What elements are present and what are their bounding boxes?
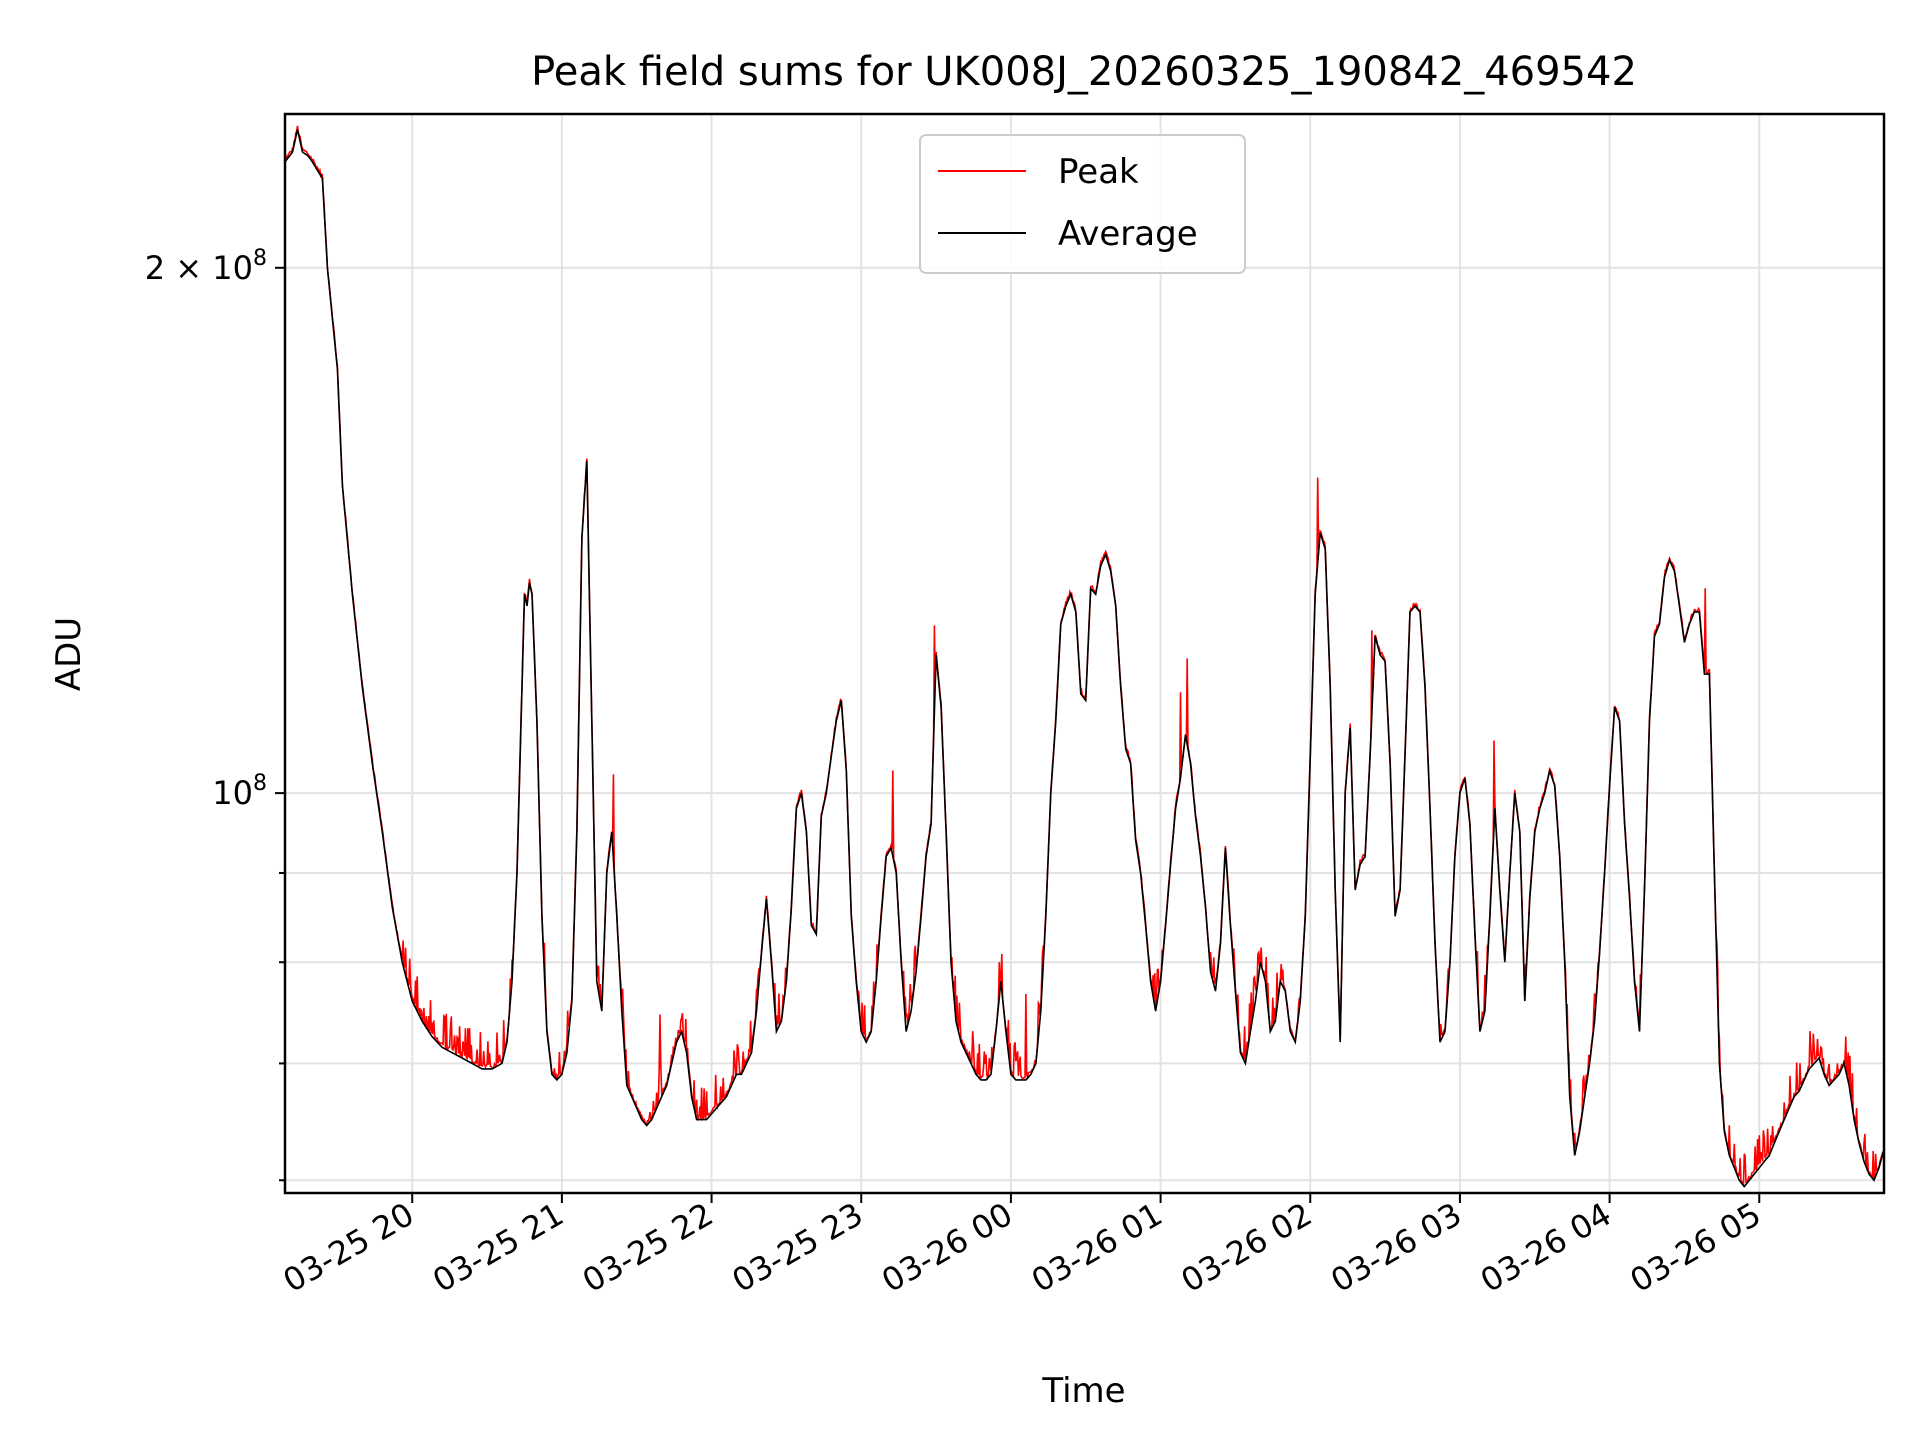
- legend-label-peak: Peak: [1058, 152, 1139, 192]
- series-lines: [285, 125, 1884, 1188]
- y-axis-label: ADU: [49, 617, 89, 691]
- legend-label-average: Average: [1058, 214, 1198, 254]
- grid: [285, 114, 1884, 1193]
- y-tick-label: 2 × 108: [145, 246, 267, 287]
- plot-frame: [283, 112, 1886, 1195]
- legend: Peak Average: [919, 134, 1246, 274]
- ticks: [275, 266, 1761, 1203]
- x-axis-label: Time: [1041, 1371, 1125, 1411]
- chart-title: Peak field sums for UK008J_20260325_1908…: [531, 49, 1637, 95]
- series-line-average: [285, 129, 1884, 1188]
- legend-box: [919, 134, 1246, 274]
